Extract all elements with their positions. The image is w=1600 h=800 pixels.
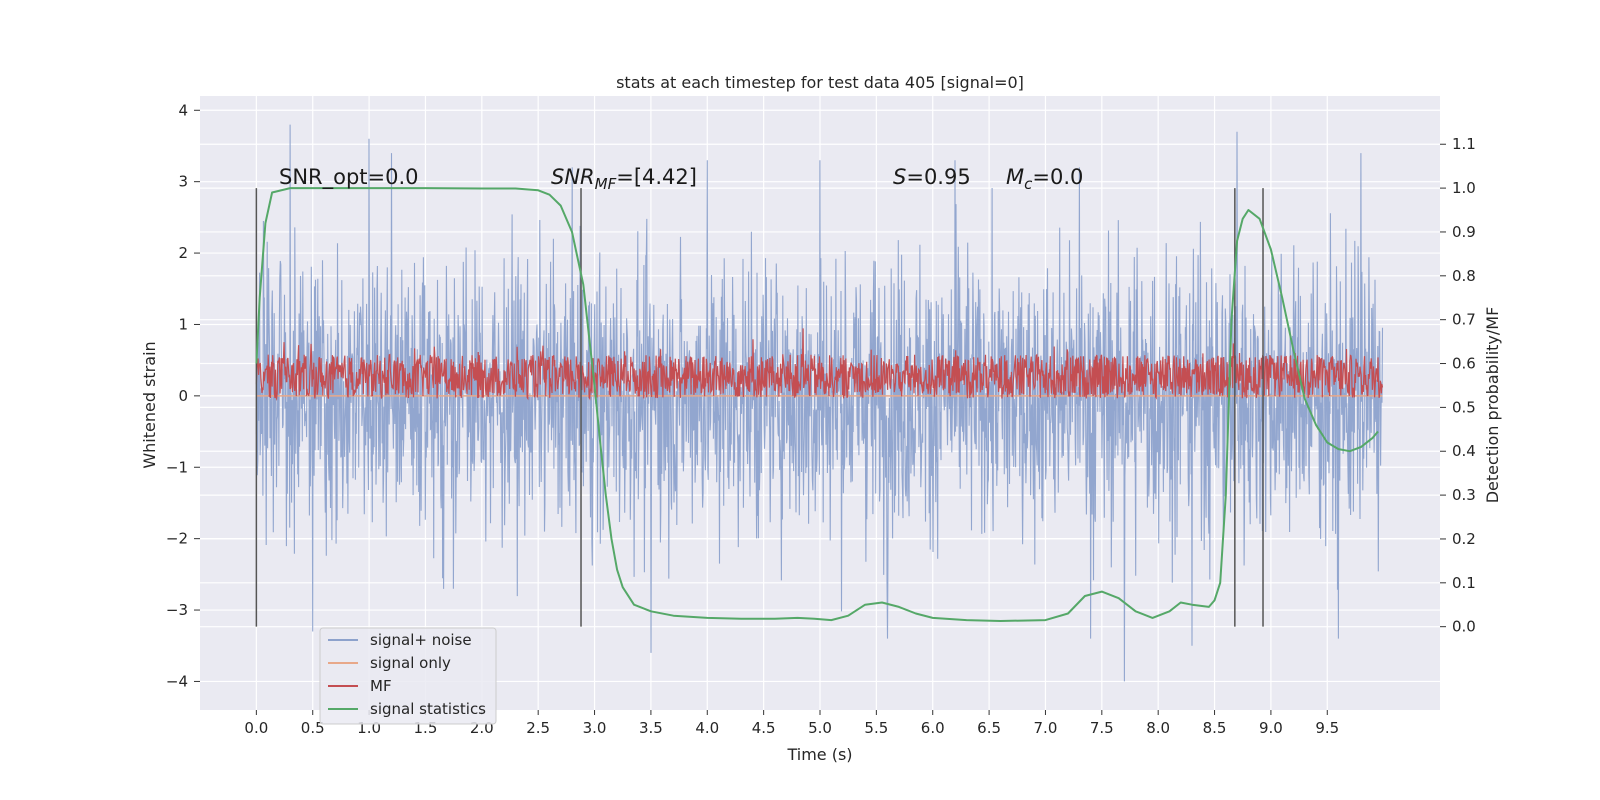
y-tick-label-right: 1.1 <box>1452 135 1476 153</box>
x-axis-label: Time (s) <box>786 745 852 764</box>
x-tick-label: 5.0 <box>808 719 832 737</box>
annotation-s-symbol: S <box>893 165 906 189</box>
x-tick-label: 0.5 <box>301 719 325 737</box>
y-tick-label-right: 1.0 <box>1452 179 1476 197</box>
y-tick-label-left: −3 <box>166 601 188 619</box>
y-tick-label-left: 1 <box>178 315 188 333</box>
legend: signal+ noise signal only MF signal stat… <box>319 627 497 725</box>
legend-label-signal-statistics: signal statistics <box>370 700 486 718</box>
x-tick-label: 7.0 <box>1034 719 1058 737</box>
x-tick-label: 6.0 <box>921 719 945 737</box>
x-tick-label: 2.5 <box>526 719 550 737</box>
annotation-mc-value: =0.0 <box>1032 165 1083 189</box>
y-tick-label-left: −2 <box>166 530 188 548</box>
x-tick-label: 5.5 <box>864 719 888 737</box>
y-tick-label-left: −1 <box>166 458 188 476</box>
y-tick-label-right: 0.2 <box>1452 530 1476 548</box>
y-tick-label-right: 0.5 <box>1452 398 1476 416</box>
x-tick-label: 9.5 <box>1315 719 1339 737</box>
y-axis-label-left: Whitened strain <box>140 341 159 468</box>
annotation-mc-symbol: M <box>1006 165 1024 189</box>
legend-label-signal-noise: signal+ noise <box>370 631 472 649</box>
y-tick-label-right: 0.4 <box>1452 442 1476 460</box>
y-tick-label-right: 0.3 <box>1452 486 1476 504</box>
signal-noise-line <box>255 124 1384 682</box>
mf-line <box>255 328 1384 401</box>
legend-box <box>319 627 497 725</box>
y-tick-label-left: 4 <box>178 101 188 119</box>
series-signal-noise <box>255 124 1384 682</box>
y-tick-label-right: 0.1 <box>1452 574 1476 592</box>
annotation-mc: Mc=0.0 <box>1006 165 1083 193</box>
y-tick-label-right: 0.9 <box>1452 223 1476 241</box>
annotation-snr-mf-subscript: MF <box>595 175 617 193</box>
x-tick-label: 3.0 <box>583 719 607 737</box>
y-tick-label-left: −4 <box>166 672 188 690</box>
chart-title: stats at each timestep for test data 405… <box>616 73 1024 92</box>
annotation-mc-subscript: c <box>1024 175 1033 193</box>
y-tick-label-right: 0.7 <box>1452 311 1476 329</box>
y-tick-label-right: 0.6 <box>1452 355 1476 373</box>
series-mf <box>255 328 1384 401</box>
x-tick-label: 4.5 <box>752 719 776 737</box>
legend-label-signal-only: signal only <box>370 654 451 672</box>
axis-ticks: 0.0 0.5 1.0 1.5 2.0 2.5 3.0 3.5 4.0 4.5 5.0 5.5 6.0 6… <box>166 101 1476 737</box>
y-tick-label-left: 2 <box>178 244 188 262</box>
annotation-s-value: =0.95 <box>906 165 970 189</box>
x-tick-label: 0.0 <box>244 719 268 737</box>
x-tick-label: 7.5 <box>1090 719 1114 737</box>
y-tick-label-left: 3 <box>178 173 188 191</box>
y-axis-label-right: Detection probability/MF <box>1483 307 1502 504</box>
legend-label-mf: MF <box>370 677 392 695</box>
annotation-snr-mf-value: =[4.42] <box>616 165 697 189</box>
x-tick-label: 8.0 <box>1146 719 1170 737</box>
x-tick-label: 4.0 <box>695 719 719 737</box>
annotation-snr-opt: SNR_opt=0.0 <box>279 165 419 190</box>
annotation-s: S=0.95 <box>893 165 971 189</box>
x-tick-label: 9.0 <box>1259 719 1283 737</box>
y-tick-label-right: 0.8 <box>1452 267 1476 285</box>
x-tick-label: 3.5 <box>639 719 663 737</box>
signal-statistics-line <box>255 187 1379 622</box>
y-tick-label-right: 0.0 <box>1452 618 1476 636</box>
annotation-snr-mf-symbol: SNR <box>551 165 595 189</box>
x-tick-label: 8.5 <box>1203 719 1227 737</box>
y-tick-label-left: 0 <box>178 387 188 405</box>
annotation-snr-mf: SNRMF=[4.42] <box>551 165 697 193</box>
x-tick-label: 6.5 <box>977 719 1001 737</box>
series-signal-statistics <box>255 187 1379 622</box>
